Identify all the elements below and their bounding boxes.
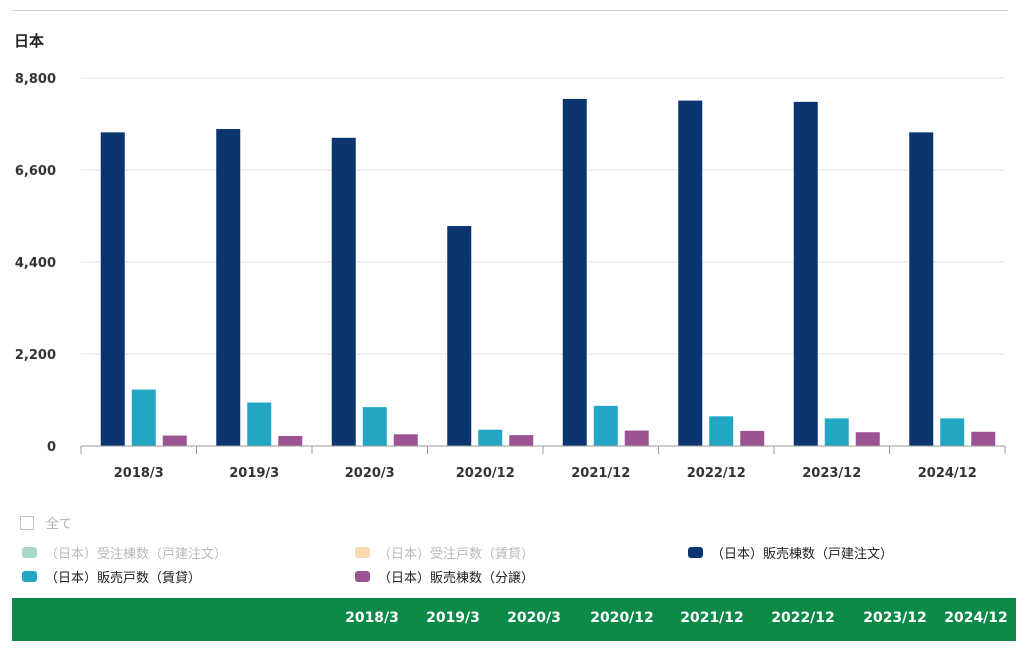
bar [478,429,503,446]
table-header-cell: 2018/3 [345,610,399,626]
x-tick-label: 2021/12 [571,466,630,481]
legend-item-sales-rental[interactable]: （日本）販売戸数（賃貸） [22,567,201,586]
bar [131,389,156,446]
x-tick-label: 2022/12 [687,466,746,481]
legend-item-sales-subdivision[interactable]: （日本）販売棟数（分譲） [355,567,534,586]
y-tick-label: 6,600 [15,164,56,179]
bar [971,431,996,446]
select-all-label: 全て [46,517,73,532]
bar [247,402,272,446]
bar [793,101,818,446]
x-tick-label: 2020/12 [456,466,515,481]
y-tick-label: 4,400 [15,256,56,271]
bar-chart: 0 2,200 4,400 6,600 8,800 2018/3 2019/3 2020/3 2… [15,72,1006,481]
bar [909,132,934,446]
y-tick-label: 8,800 [15,72,56,87]
bar [678,100,703,446]
region-label: 日本 [14,32,45,50]
table-header-cell: 2020/12 [590,610,654,626]
legend-item-sales-custom[interactable]: （日本）販売棟数（戸建注文） [688,543,893,562]
legend-swatch [355,571,370,582]
table-header-cell: 2024/12 [944,610,1008,626]
bar [393,434,418,446]
bar [855,432,880,446]
table-header-cell: 2022/12 [771,610,835,626]
bar [709,416,734,446]
legend-swatch [355,547,370,558]
table-header-cell: 2020/3 [507,610,561,626]
legend-item-orders-custom[interactable]: （日本）受注棟数（戸建注文） [22,543,227,562]
bar [362,407,387,446]
bar [593,405,618,446]
legend-label: （日本）販売棟数（戸建注文） [711,547,894,562]
data-table-header: 2018/3 2019/3 2020/3 2020/12 2021/12 202… [12,598,1016,641]
x-tick-label: 2020/3 [345,466,395,481]
bar [624,430,649,446]
select-all-toggle[interactable]: 全て [20,513,72,532]
legend-label: （日本）受注戸数（賃貸） [378,547,535,562]
legend-swatch [22,547,37,558]
legend-label: （日本）受注棟数（戸建注文） [45,547,228,562]
x-tick-label: 2023/12 [802,466,861,481]
bar [940,418,965,446]
bar [509,435,534,446]
bar [824,418,849,446]
legend-swatch [22,571,37,582]
y-tick-label: 0 [47,440,56,455]
table-header-cell: 2021/12 [680,610,744,626]
bar [562,98,587,446]
legend-label: （日本）販売棟数（分譲） [378,571,535,586]
bar [216,129,241,446]
table-header-cell: 2023/12 [863,610,927,626]
legend-swatch [688,547,703,558]
legend-label: （日本）販売戸数（賃貸） [45,571,202,586]
x-tick-label: 2019/3 [229,466,279,481]
bar [740,430,765,446]
bar [100,132,125,446]
legend-item-orders-rental[interactable]: （日本）受注戸数（賃貸） [355,543,534,562]
table-header-cell: 2019/3 [426,610,480,626]
bar [278,435,303,446]
y-tick-label: 2,200 [15,348,56,363]
bar [331,137,356,447]
x-tick-label: 2024/12 [918,466,977,481]
top-divider [12,10,1008,11]
x-tick-label: 2018/3 [114,466,164,481]
bar [447,226,472,446]
bar [162,435,187,446]
select-all-checkbox[interactable] [20,515,34,530]
